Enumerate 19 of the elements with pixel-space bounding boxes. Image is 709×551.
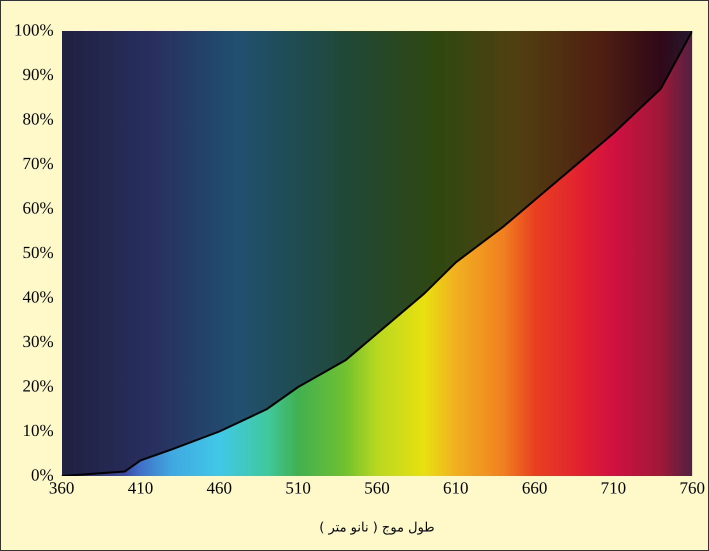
- x-tick-label: 710: [600, 478, 626, 498]
- x-tick-label: 610: [443, 478, 469, 498]
- y-tick-label: 10%: [22, 420, 54, 440]
- y-tick-label: 30%: [22, 332, 54, 351]
- y-tick-label: 50%: [22, 242, 54, 262]
- y-tick-label: 80%: [22, 109, 54, 128]
- x-tick-label: 410: [128, 478, 154, 498]
- y-tick-label: 40%: [22, 287, 54, 306]
- x-tick-label: 460: [206, 478, 232, 498]
- y-tick-label: 90%: [22, 64, 54, 84]
- x-tick-label: 760: [680, 478, 705, 498]
- x-tick-label: 660: [522, 478, 548, 498]
- y-tick-label: 100%: [14, 20, 54, 40]
- x-tick-label: 560: [364, 478, 390, 498]
- x-axis-title: طول موج ( نانو متر ): [319, 520, 435, 536]
- y-tick-label: 20%: [22, 376, 54, 396]
- y-tick-label: 70%: [22, 154, 54, 173]
- y-tick-label: 60%: [22, 198, 54, 218]
- x-tick-label: 510: [285, 478, 311, 498]
